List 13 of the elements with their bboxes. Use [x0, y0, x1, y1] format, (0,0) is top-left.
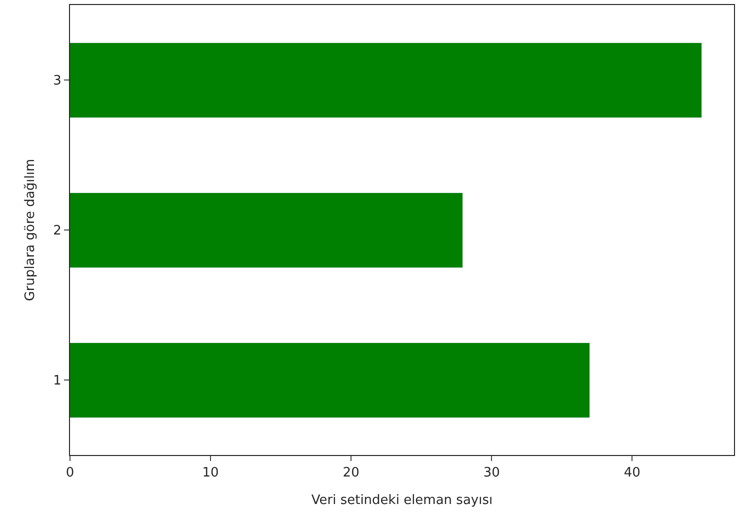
x-tick-label: 30: [483, 466, 500, 481]
y-tick-label: 3: [53, 74, 62, 89]
y-tick-label: 2: [53, 224, 62, 239]
bar: [70, 42, 702, 118]
bar: [70, 342, 590, 418]
x-tick-label: 40: [624, 466, 640, 481]
x-tick-label: 20: [342, 466, 360, 481]
y-axis-title: Gruplara göre dağılım: [23, 158, 38, 302]
x-tick-label: 0: [66, 466, 74, 481]
bar: [70, 192, 463, 268]
y-tick-label: 1: [53, 374, 62, 389]
x-axis-title: Veri setindeki eleman sayısı: [311, 493, 493, 508]
x-tick-label: 10: [202, 466, 219, 481]
